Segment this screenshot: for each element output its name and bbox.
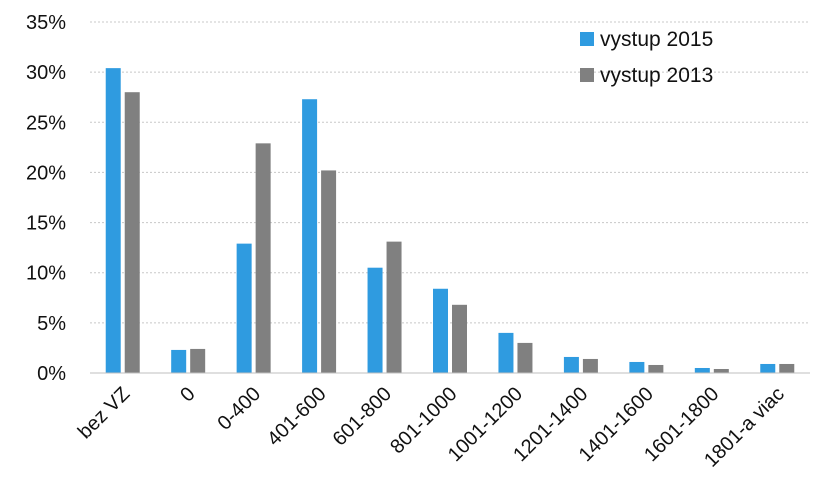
bar-series1 [498, 332, 514, 373]
legend: vystup 2015 vystup 2013 [580, 28, 713, 87]
bars [105, 68, 795, 373]
y-tick-label: 0% [37, 363, 66, 385]
bar-series2 [124, 92, 140, 373]
bar-series2 [713, 368, 729, 373]
y-tick-label: 25% [26, 112, 66, 134]
y-tick-label: 35% [26, 12, 66, 34]
bar-series2 [779, 363, 795, 373]
bar-series1 [694, 367, 710, 373]
bar-series1 [433, 288, 448, 373]
bar-series1 [171, 349, 187, 373]
legend-label: vystup 2013 [600, 64, 713, 87]
bar-series1 [563, 356, 579, 373]
gridlines [90, 21, 810, 324]
bar-series1 [629, 361, 645, 373]
y-tick-label: 30% [26, 62, 66, 84]
x-axis-category-labels: bez VZ 0 0-400401-600601-800801-10001001-1… [74, 383, 789, 472]
x-category-label: 401-600 [263, 383, 330, 450]
x-category-label: 0 [176, 383, 199, 406]
x-category-label: 0-400 [213, 383, 265, 435]
bar-series2 [582, 358, 598, 373]
y-tick-label: 15% [26, 213, 66, 235]
bar-series2 [648, 364, 664, 373]
bar-series2 [255, 143, 271, 373]
legend-label: vystup 2015 [600, 28, 713, 51]
bar-series2 [517, 342, 533, 373]
bar-series1 [367, 267, 383, 373]
bar-series1 [302, 99, 318, 373]
y-tick-label: 20% [26, 162, 66, 184]
legend-swatch [580, 68, 594, 82]
bar-series2 [190, 348, 206, 373]
y-axis-tick-labels: 0% 5% 10% 15% 20% 25% 30% 35% [26, 12, 66, 385]
bar-series1 [760, 363, 776, 373]
bar-series1 [236, 243, 252, 373]
y-tick-label: 5% [37, 313, 66, 335]
legend-swatch [580, 32, 594, 46]
bar-series2 [386, 241, 402, 373]
bar-series1 [105, 68, 121, 373]
bar-series2 [452, 304, 467, 373]
x-category-label: 601-800 [329, 383, 396, 450]
x-category-label: bez VZ [74, 383, 134, 443]
y-tick-label: 10% [26, 263, 66, 285]
bar-series2 [321, 170, 337, 373]
